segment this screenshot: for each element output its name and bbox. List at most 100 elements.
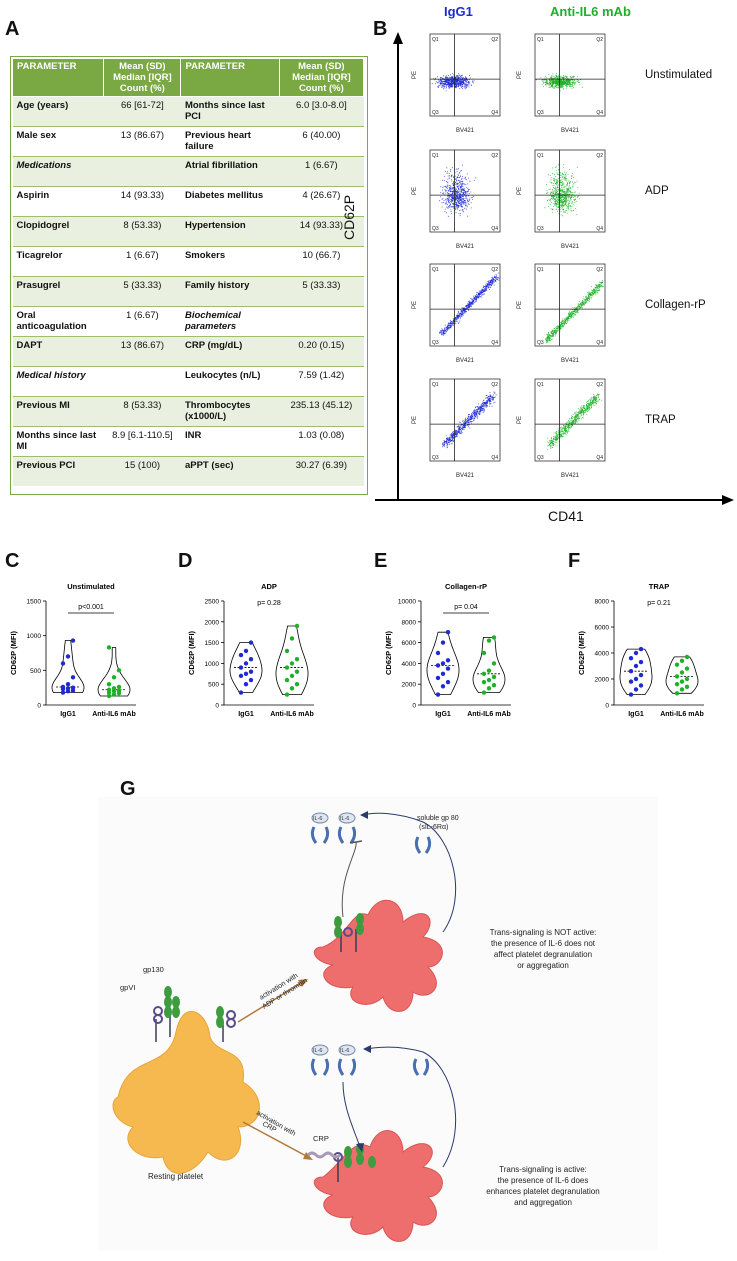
table-cell: DAPT xyxy=(12,336,104,367)
y-tick-label: 2500 xyxy=(205,599,220,606)
bv421-axis-label: BV421 xyxy=(456,473,475,479)
activation-arrow-2-head xyxy=(303,1152,313,1160)
bottom-forward-arrow-head xyxy=(356,1143,364,1152)
quadrant-label: Q1 xyxy=(432,267,439,273)
data-point xyxy=(289,636,295,641)
data-point xyxy=(491,683,497,688)
group-label: Anti-IL6 mAb xyxy=(467,711,511,718)
table-cell: Biochemical parameters xyxy=(180,306,280,337)
data-point xyxy=(106,687,112,692)
table-cell: Previous MI xyxy=(12,396,104,427)
flow-plot: Q1 Q2 Q3 Q4 PE BV421 xyxy=(412,149,501,250)
y-tick-label: 0 xyxy=(215,703,219,710)
top-return-arrow xyxy=(362,812,457,933)
quadrant-label: Q4 xyxy=(596,110,603,116)
violin-shape xyxy=(619,648,653,695)
soluble-gp80-sub: (sIL-6Rα) xyxy=(419,824,448,831)
panel-label-f: F xyxy=(568,550,581,572)
resting-platelet-shape xyxy=(112,1010,260,1174)
table-header-value: Mean (SD) Median [IQR] Count (%) xyxy=(103,58,182,97)
table-cell: 1.03 (0.08) xyxy=(279,426,364,457)
table-cell: Hypertension xyxy=(180,216,280,247)
data-point xyxy=(440,684,446,689)
top-return-arrow-head xyxy=(360,811,368,819)
scatter-points xyxy=(546,393,603,450)
y-tick-label: 4000 xyxy=(402,661,417,668)
y-tick-label: 500 xyxy=(30,668,41,675)
data-point xyxy=(674,662,680,667)
data-point xyxy=(638,672,644,678)
table-cell: 0.20 (0.15) xyxy=(279,336,364,367)
table-cell: Previous PCI xyxy=(12,456,104,486)
data-point xyxy=(294,623,300,629)
crp-chain xyxy=(306,1151,342,1159)
activation-arrow-1-head xyxy=(298,979,308,987)
table-cell: Family history xyxy=(180,276,280,307)
data-point xyxy=(486,668,492,673)
quadrant-label: Q3 xyxy=(432,340,439,346)
data-point xyxy=(486,686,492,691)
quadrant-label: Q2 xyxy=(596,153,603,159)
table-cell: 8 (53.33) xyxy=(103,396,181,427)
violin-title: Unstimulated xyxy=(67,582,115,591)
y-tick-label: 8000 xyxy=(595,599,610,606)
table-row: Ticagrelor 1 (6.67) Smokers 10 (66.7) xyxy=(12,246,364,277)
table-cell: 6.0 [3.0-8.0] xyxy=(279,96,364,127)
bv421-axis-label: BV421 xyxy=(561,473,580,479)
bv421-axis-label: BV421 xyxy=(456,128,475,134)
il6-complex-top xyxy=(310,812,432,854)
data-point xyxy=(684,654,690,660)
table-row: Oral anticoagulation 1 (6.67) Biochemical … xyxy=(12,306,364,337)
top-inhibit-bar xyxy=(349,840,363,844)
table-cell: aPPT (sec) xyxy=(180,456,280,486)
table-cell: 14 (93.33) xyxy=(103,186,181,217)
group-label: Anti-IL6 mAb xyxy=(660,711,704,718)
panel-label-e: E xyxy=(374,550,388,572)
bottom-forward-arrow xyxy=(342,1081,361,1148)
table-header-value-2: Mean (SD) Median [IQR] Count (%) xyxy=(278,58,365,97)
flow-row-label: ADP xyxy=(645,185,669,197)
panel-label-a: A xyxy=(5,18,20,40)
data-point xyxy=(674,691,680,696)
data-point xyxy=(435,692,441,697)
table-row: Age (years) 66 [61-72] Months since last P… xyxy=(12,96,364,127)
flow-col-anti-il6: Anti-IL6 mAb xyxy=(550,4,631,19)
violin-chart: Collagen-rP 0 2000 4000 6000 8000 10000 CD62P (… xyxy=(384,582,511,718)
data-point xyxy=(445,666,451,671)
violin-shape xyxy=(472,637,506,693)
data-point xyxy=(248,677,254,683)
table-row: DAPT 13 (86.67) CRP (mg/dL) 0.20 (0.15) xyxy=(12,336,364,367)
plot-frame xyxy=(429,263,501,347)
table-cell xyxy=(279,306,364,337)
data-point xyxy=(445,630,451,635)
data-point xyxy=(238,690,244,695)
y-tick-label: 1500 xyxy=(205,640,220,647)
y-tick-label: 2000 xyxy=(402,682,417,689)
y-tick-label: 1000 xyxy=(27,633,42,640)
y-tick-label: 0 xyxy=(605,703,609,710)
data-point xyxy=(70,675,76,680)
y-tick-label: 6000 xyxy=(402,640,417,647)
p-value: p= 0.21 xyxy=(647,600,671,607)
table-cell: 14 (93.33) xyxy=(279,216,364,247)
data-point xyxy=(674,674,680,679)
table-cell: Thrombocytes (x1000/L) xyxy=(180,396,280,427)
flow-plot: Q1 Q2 Q3 Q4 PE BV421 xyxy=(517,33,606,134)
group-label: IgG1 xyxy=(435,711,451,718)
quadrant-label: Q4 xyxy=(491,340,498,346)
flow-plot: Q1 Q2 Q3 Q4 PE BV421 xyxy=(412,378,501,479)
header-line: Mean (SD) xyxy=(298,61,345,72)
quadrant-label: Q1 xyxy=(432,382,439,388)
quadrant-label: Q2 xyxy=(491,267,498,273)
data-point xyxy=(111,686,117,691)
data-point xyxy=(65,686,71,691)
data-point xyxy=(491,635,497,640)
flow-axes xyxy=(375,32,734,505)
data-point xyxy=(243,682,249,687)
header-line: Mean (SD) xyxy=(119,61,166,72)
violin-chart: TRAP 0 2000 4000 6000 8000 CD62P (MFI) p= 0.21 I… xyxy=(577,582,704,718)
quadrant-label: Q2 xyxy=(491,382,498,388)
data-point xyxy=(65,682,71,687)
data-point xyxy=(638,646,644,652)
text-active-3: enhances platelet degranulation xyxy=(486,1187,599,1196)
